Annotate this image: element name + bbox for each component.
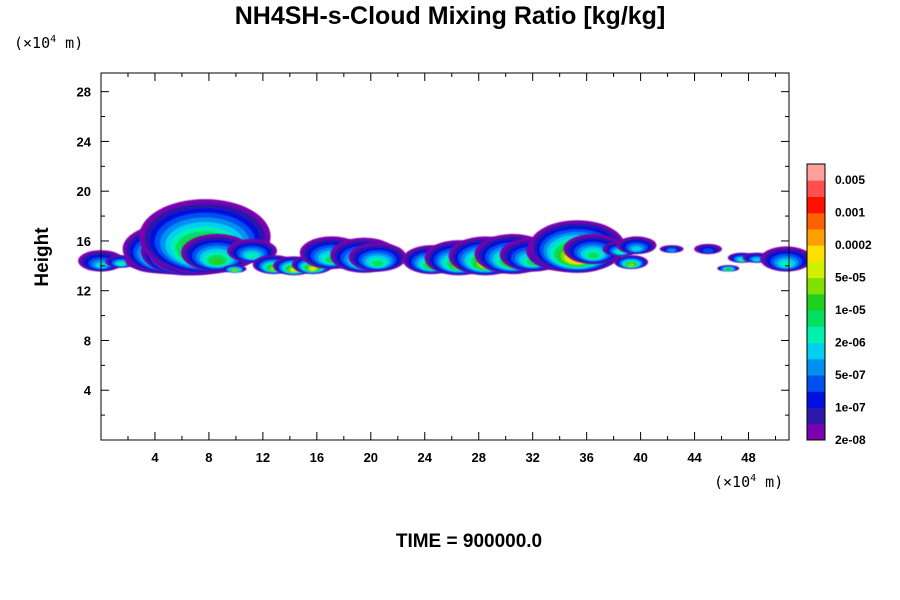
x-tick-label: 16 — [310, 450, 324, 465]
x-tick-label: 8 — [205, 450, 212, 465]
colorbar-label: 5e-07 — [835, 368, 866, 382]
x-tick-label: 32 — [525, 450, 539, 465]
colorbar-swatch — [807, 245, 825, 262]
colorbar-swatch — [807, 212, 825, 230]
colorbar-swatch — [807, 407, 825, 425]
colorbar-label: 2e-08 — [835, 433, 866, 447]
x-tick-label: 20 — [364, 450, 378, 465]
y-tick-label: 8 — [84, 333, 91, 348]
colorbar-swatch — [807, 277, 825, 295]
cloud-blob — [717, 265, 740, 272]
x-tick-label: 12 — [256, 450, 270, 465]
cloud-contour — [371, 260, 384, 267]
colorbar-label: 1e-05 — [835, 303, 866, 317]
cloud-contour — [309, 266, 317, 271]
x-tick-label: 40 — [633, 450, 647, 465]
x-tick-label: 36 — [579, 450, 593, 465]
cloud-blob — [694, 243, 723, 255]
cloud-blob — [614, 255, 649, 270]
y-tick-label: 12 — [77, 284, 91, 299]
cloud-contour — [587, 252, 600, 259]
colorbar-swatch — [807, 342, 825, 360]
colorbar-swatch — [807, 423, 825, 441]
y-tick-label: 20 — [77, 184, 91, 199]
colorbar-swatch — [807, 164, 825, 181]
cloud-contour — [246, 252, 258, 259]
cloud-field — [78, 199, 813, 276]
cloud-contour — [667, 248, 676, 252]
colorbar-label: 1e-07 — [835, 401, 866, 415]
cloud-contour — [210, 257, 224, 265]
cloud-contour — [117, 262, 126, 266]
colorbar-swatch — [807, 375, 825, 392]
colorbar-label: 0.005 — [835, 173, 865, 187]
time-label: TIME = 900000.0 — [395, 531, 543, 552]
cloud-blob — [348, 242, 407, 272]
colorbar-swatch — [807, 391, 825, 409]
colorbar-swatch — [807, 326, 825, 344]
colorbar-swatch — [807, 358, 825, 376]
y-tick-label: 28 — [77, 85, 91, 100]
cloud-contour — [752, 257, 761, 262]
cloud-blob — [659, 245, 684, 253]
x-tick-label: 24 — [418, 450, 433, 465]
cloud-contour — [232, 269, 238, 272]
colorbar: 0.005 0.001 0.0002 5e-05 1e-05 2e-06 5e-07 1e-0… — [806, 163, 872, 447]
x-tick-label: 28 — [471, 450, 485, 465]
cloud-contour — [702, 248, 714, 253]
colorbar-swatch — [807, 228, 825, 246]
colorbar-swatch — [807, 196, 825, 214]
colorbar-frame — [806, 163, 826, 441]
cloud-contour — [725, 268, 731, 271]
colorbar-swatch — [807, 310, 825, 327]
cloud-contour — [631, 246, 642, 252]
cloud-contour — [628, 263, 635, 267]
x-tick-label: 48 — [741, 450, 755, 465]
y-tick-label: 16 — [77, 234, 91, 249]
x-tick-label: 44 — [687, 450, 702, 465]
y-tick-label: 4 — [84, 383, 92, 398]
chart-title: NH4SH-s-Cloud Mixing Ratio [kg/kg] — [234, 2, 666, 30]
cloud-blob — [760, 246, 813, 272]
y-axis-unit: (×104 m) — [14, 34, 84, 52]
colorbar-swatch — [807, 261, 825, 279]
cloud-contour — [780, 261, 793, 268]
y-tick-label: 24 — [77, 134, 92, 149]
x-axis-unit: (×104 m) — [714, 473, 784, 491]
cloud-blob — [616, 236, 657, 255]
colorbar-label: 5e-05 — [835, 271, 866, 285]
plot-frame — [100, 72, 790, 441]
colorbar-swatch — [807, 180, 825, 197]
colorbar-label: 0.0002 — [835, 238, 872, 252]
x-tick-label: 4 — [151, 450, 159, 465]
colorbar-label: 2e-06 — [835, 336, 866, 350]
colorbar-swatch — [807, 293, 825, 311]
colorbar-label: 0.001 — [835, 206, 865, 220]
cloud-blob — [222, 265, 247, 273]
